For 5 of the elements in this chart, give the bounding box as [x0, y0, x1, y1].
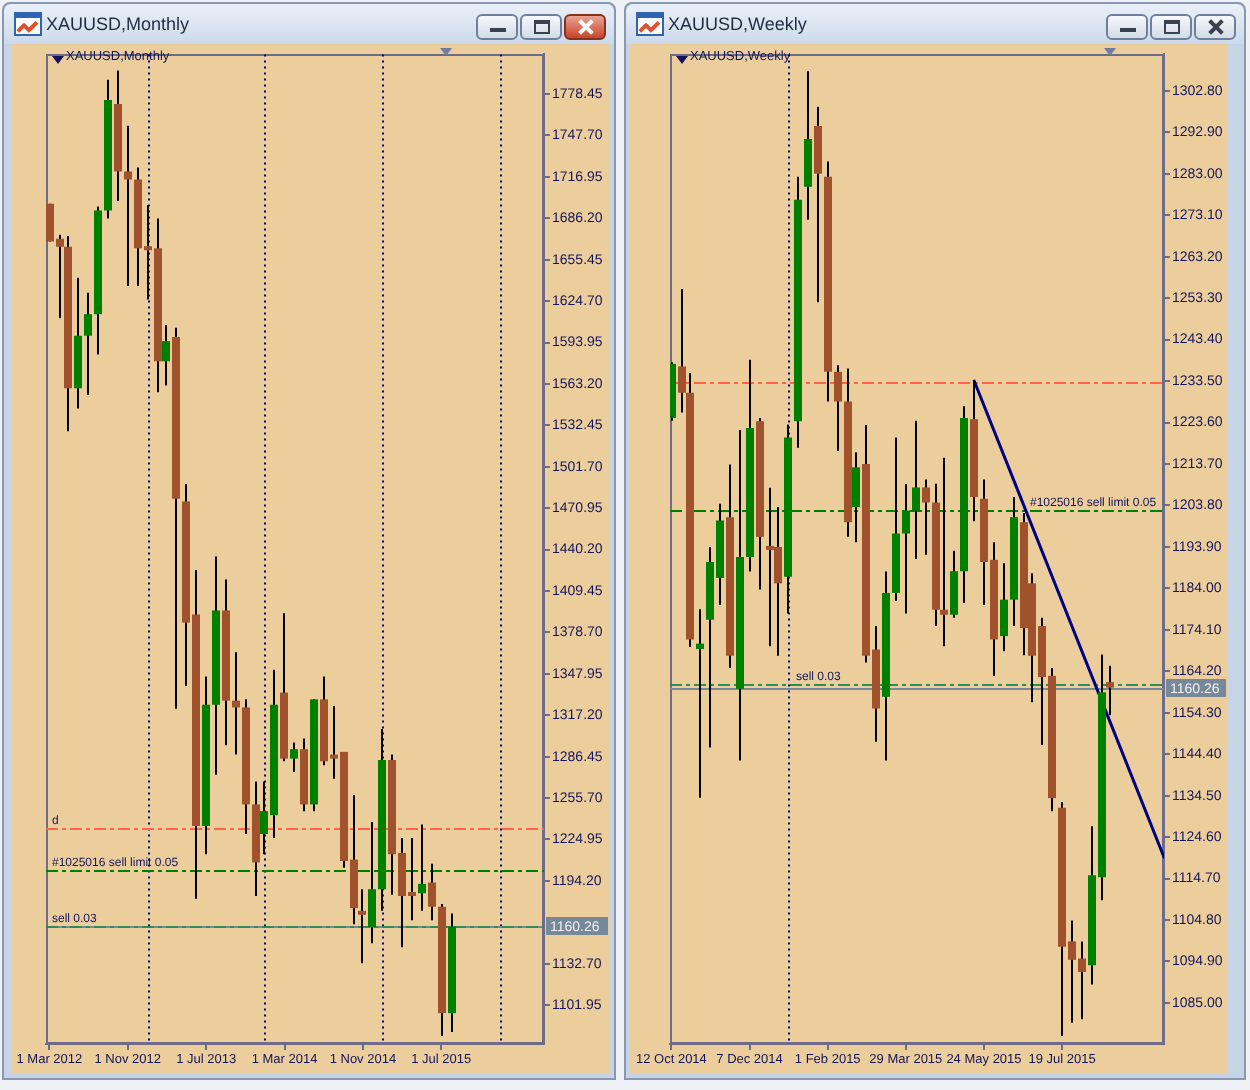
chart-title: XAUUSD,Weekly	[668, 12, 807, 36]
chart-title: XAUUSD,Monthly	[46, 12, 190, 36]
candlestick	[124, 125, 132, 286]
candlestick	[696, 609, 704, 798]
candlestick	[940, 457, 948, 647]
